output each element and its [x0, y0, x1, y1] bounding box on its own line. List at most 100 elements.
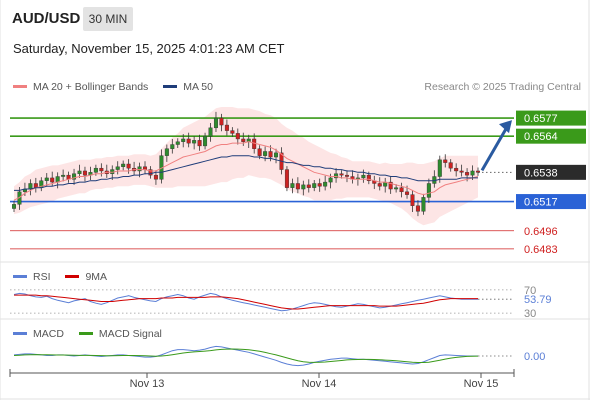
bull-candle[interactable]: [394, 187, 399, 190]
pivot-level-tag[interactable]: [516, 164, 586, 180]
bear-candle[interactable]: [454, 167, 459, 172]
bear-candle[interactable]: [317, 183, 322, 187]
bull-candle[interactable]: [77, 170, 82, 174]
bull-candle[interactable]: [361, 174, 366, 179]
support-level-tag[interactable]: [516, 194, 586, 210]
macd-signal-line: [13, 348, 479, 363]
bull-candle[interactable]: [192, 140, 197, 144]
bear-candle[interactable]: [268, 151, 273, 158]
bull-candle[interactable]: [164, 148, 169, 156]
bull-candle[interactable]: [44, 177, 49, 181]
bear-candle[interactable]: [235, 133, 240, 140]
rsi-line: [13, 292, 478, 312]
bear-candle[interactable]: [186, 138, 191, 144]
bear-candle[interactable]: [295, 183, 300, 190]
bull-candle[interactable]: [470, 170, 475, 176]
bull-candle[interactable]: [312, 183, 317, 188]
bull-candle[interactable]: [334, 173, 339, 179]
bear-candle[interactable]: [377, 183, 382, 187]
bear-candle[interactable]: [459, 170, 464, 173]
bull-candle[interactable]: [274, 152, 279, 158]
bull-candle[interactable]: [170, 144, 175, 149]
bear-candle[interactable]: [224, 124, 229, 131]
bull-candle[interactable]: [11, 204, 16, 209]
bull-candle[interactable]: [203, 135, 208, 147]
bear-candle[interactable]: [465, 172, 470, 176]
chart-header: AUD/USD 30 MIN: [0, 0, 590, 36]
bull-candle[interactable]: [115, 166, 120, 170]
bear-candle[interactable]: [415, 205, 420, 212]
timeframe-button[interactable]: 30 MIN: [83, 7, 133, 31]
bull-candle[interactable]: [61, 174, 66, 177]
bear-candle[interactable]: [366, 174, 371, 181]
bear-candle[interactable]: [219, 117, 224, 126]
bear-candle[interactable]: [50, 177, 55, 183]
bear-candle[interactable]: [405, 191, 410, 195]
ma20-swatch: [13, 84, 27, 88]
bull-candle[interactable]: [93, 167, 98, 173]
bear-candle[interactable]: [241, 138, 246, 142]
bear-candle[interactable]: [197, 140, 202, 147]
bear-candle[interactable]: [388, 181, 393, 190]
bull-candle[interactable]: [263, 151, 268, 156]
bear-candle[interactable]: [99, 167, 104, 172]
rsi-level-label: 30: [524, 308, 536, 320]
bull-candle[interactable]: [421, 197, 426, 212]
target-level-label: 0.6496: [524, 226, 558, 238]
bear-candle[interactable]: [410, 194, 415, 206]
resistance-level-label: 0.6577: [524, 113, 558, 125]
bear-candle[interactable]: [230, 130, 235, 134]
macd-swatch: [13, 331, 27, 335]
bull-candle[interactable]: [72, 173, 77, 180]
bear-candle[interactable]: [153, 174, 158, 180]
bear-candle[interactable]: [448, 162, 453, 169]
bear-candle[interactable]: [306, 184, 311, 188]
ma20-line: [13, 141, 479, 201]
bull-candle[interactable]: [301, 184, 306, 190]
bollinger-band: [14, 107, 478, 226]
rsi-panel[interactable]: 70 30 53.79: [10, 285, 552, 320]
bull-candle[interactable]: [121, 163, 126, 167]
bull-candle[interactable]: [137, 166, 142, 172]
ma20-legend-label: MA 20 + Bollinger Bands: [33, 81, 149, 93]
time-tick-label: Nov 15: [464, 378, 499, 390]
bear-candle[interactable]: [126, 163, 131, 169]
bear-candle[interactable]: [476, 170, 481, 173]
rsi9-swatch: [65, 274, 80, 278]
bear-candle[interactable]: [257, 148, 262, 156]
bear-candle[interactable]: [339, 173, 344, 176]
bear-candle[interactable]: [82, 170, 87, 176]
bull-candle[interactable]: [437, 159, 442, 177]
ma50-swatch: [163, 84, 178, 88]
resistance-level-tag[interactable]: [516, 110, 586, 126]
price-legend: MA 20 + Bollinger Bands MA 50: [13, 81, 213, 93]
bull-candle[interactable]: [208, 127, 213, 137]
target-level-label: 0.6483: [524, 244, 558, 256]
macd-panel[interactable]: 0.00: [13, 345, 545, 367]
bull-candle[interactable]: [55, 176, 60, 183]
bear-candle[interactable]: [443, 159, 448, 163]
rsi-legend-label: RSI: [33, 271, 51, 283]
macd-legend: MACD MACD Signal: [13, 328, 162, 340]
bull-candle[interactable]: [323, 181, 328, 187]
rsi-swatch: [13, 274, 27, 278]
pivot-level-label: 0.6538: [524, 167, 558, 179]
macd-last-value: 0.00: [524, 351, 545, 363]
bear-candle[interactable]: [148, 169, 153, 176]
resistance-level-tag[interactable]: [516, 128, 586, 144]
bull-candle[interactable]: [213, 117, 218, 129]
bull-candle[interactable]: [328, 177, 333, 183]
bear-candle[interactable]: [399, 187, 404, 193]
price-panel[interactable]: 0.6577 0.6564 0.6538 0.6517 0.6496 0.6483: [10, 107, 586, 256]
bull-candle[interactable]: [175, 141, 180, 145]
bear-candle[interactable]: [344, 174, 349, 177]
macd-signal-swatch: [78, 331, 93, 335]
bear-candle[interactable]: [284, 169, 289, 188]
bull-candle[interactable]: [290, 183, 295, 188]
bull-candle[interactable]: [181, 138, 186, 142]
bull-candle[interactable]: [426, 183, 431, 198]
rsi-level-label: 70: [524, 285, 536, 297]
rsi9-legend-label: 9MA: [85, 271, 108, 283]
